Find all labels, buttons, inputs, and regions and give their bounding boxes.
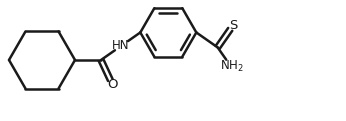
Text: O: O xyxy=(107,78,118,91)
Text: NH$_2$: NH$_2$ xyxy=(220,59,244,74)
Text: S: S xyxy=(229,19,237,32)
Text: HN: HN xyxy=(112,39,129,52)
